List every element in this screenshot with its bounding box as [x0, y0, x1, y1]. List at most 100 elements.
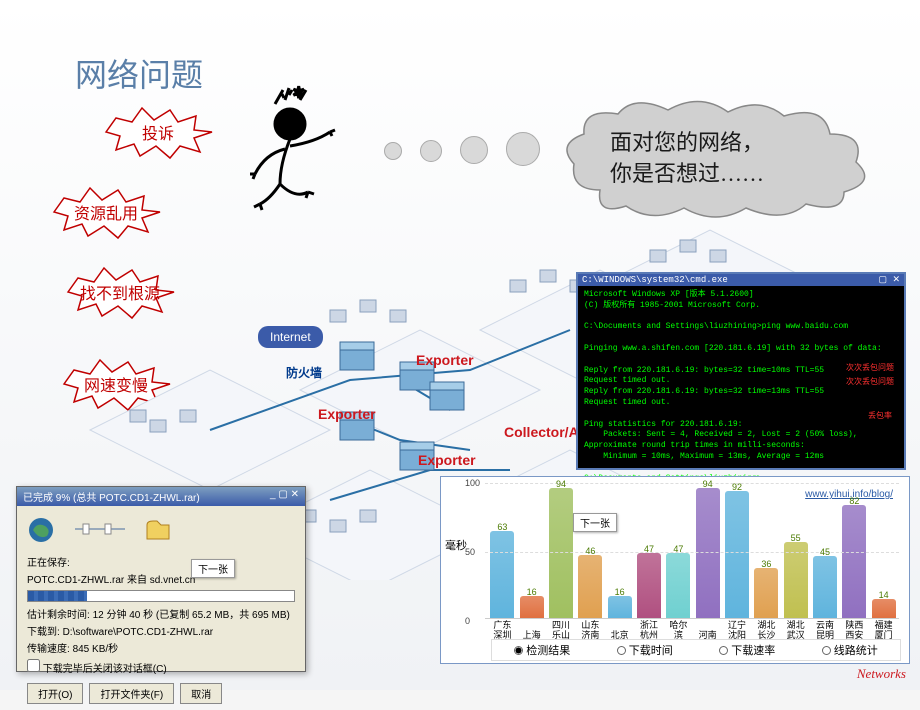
category-label: 山东济南: [576, 621, 604, 641]
burst-label: 投诉: [142, 120, 174, 144]
bar-value-label: 63: [497, 522, 507, 532]
window-controls[interactable]: ▢ ✕: [879, 275, 900, 285]
category-label: 上海: [518, 631, 546, 641]
thought-dot-icon: [460, 136, 488, 164]
category-label: 辽宁沈阳: [723, 621, 751, 641]
category-label: 北京: [606, 631, 634, 641]
download-titlebar[interactable]: 已完成 9% (总共 POTC.CD1-ZHWL.rar) _ ▢ ✕: [17, 487, 305, 506]
thought-dot-icon: [506, 132, 540, 166]
chart-bar: [549, 488, 573, 618]
cmd-title-text: C:\WINDOWS\system32\cmd.exe: [582, 275, 728, 285]
chart-bar: [578, 555, 602, 618]
radio-icon: [822, 646, 831, 655]
download-anim-icon: [27, 516, 295, 544]
chart-bar: [608, 596, 632, 618]
chart-bar: [666, 553, 690, 618]
category-label: 四川乐山: [547, 621, 575, 641]
exporter-label: Exporter: [416, 352, 474, 368]
exporter-label: Exporter: [318, 406, 376, 422]
bar-value-label: 82: [849, 496, 859, 506]
category-label: 哈尔滨: [664, 621, 692, 641]
checkbox-label: 下载完毕后关闭该对话框(C): [43, 664, 167, 675]
cloud-line2: 你是否想过……: [610, 159, 850, 190]
thought-dot-icon: [384, 142, 402, 160]
chart-radio[interactable]: 下载速率: [719, 642, 775, 658]
next-tag[interactable]: 下一张: [191, 559, 235, 578]
cmd-annotation: 次次丢包问题: [846, 376, 894, 387]
thought-dot-icon: [420, 140, 442, 162]
speed-label: 传输速度:: [27, 644, 70, 655]
firewall-label: 防火墙: [286, 364, 322, 381]
download-title-text: 已完成 9% (总共 POTC.CD1-ZHWL.rar): [23, 489, 200, 504]
cmd-window: C:\WINDOWS\system32\cmd.exe ▢ ✕ Microsof…: [576, 272, 906, 470]
chart-bar: [696, 488, 720, 618]
cloud-text: 面对您的网络， 你是否想过……: [610, 128, 850, 190]
radio-icon: [514, 646, 523, 655]
category-label: 广东深圳: [488, 621, 516, 641]
next-tag[interactable]: 下一张: [573, 513, 617, 532]
cmd-annotation: 丢包率: [868, 410, 892, 421]
radio-label: 线路统计: [834, 642, 878, 658]
chart-bar: [754, 568, 778, 618]
radio-label: 下载速率: [731, 642, 775, 658]
cancel-button[interactable]: 取消: [180, 683, 222, 704]
bar-value-label: 92: [732, 482, 742, 492]
bar-value-label: 94: [703, 479, 713, 489]
chart-bar: [813, 556, 837, 618]
category-label: 浙江杭州: [635, 621, 663, 641]
remain-label: 估计剩余时间:: [27, 610, 90, 621]
page-title: 网络问题: [75, 50, 203, 96]
remain-value: 12 分钟 40 秒 (已复制 65.2 MB，共 695 MB): [93, 610, 290, 621]
cmd-body: Microsoft Windows XP [版本 5.1.2600] (C) 版…: [578, 286, 904, 488]
bar-value-label: 94: [556, 479, 566, 489]
cmd-annotation: 次次丢包问题: [846, 362, 894, 373]
chart-bar: [784, 542, 808, 618]
chart-radio[interactable]: 下载时间: [617, 642, 673, 658]
cmd-titlebar[interactable]: C:\WINDOWS\system32\cmd.exe ▢ ✕: [578, 274, 904, 286]
ytick: 0: [465, 616, 470, 626]
bar-value-label: 16: [615, 587, 625, 597]
download-file: POTC.CD1-ZHWL.rar 来自 sd.vnet.cn: [27, 571, 295, 586]
ytick: 50: [465, 547, 475, 557]
chart-bar: [725, 491, 749, 618]
burst-complaint: 投诉: [98, 104, 218, 160]
close-after-checkbox[interactable]: [27, 659, 40, 672]
radio-icon: [617, 646, 626, 655]
internet-label: Internet: [258, 326, 323, 348]
window-controls[interactable]: _ ▢ ✕: [270, 489, 299, 504]
open-button[interactable]: 打开(O): [27, 683, 83, 704]
latency-chart: 毫秒 www.yihui.info/blog/ 下一张 检测结果下载时间下载速率…: [440, 476, 910, 664]
brand-text: Networks: [857, 666, 906, 682]
ytick: 100: [465, 478, 480, 488]
bar-value-label: 47: [644, 544, 654, 554]
category-label: 河南: [694, 631, 722, 641]
category-label: 湖北长沙: [752, 621, 780, 641]
bar-value-label: 36: [761, 559, 771, 569]
frazzled-person-icon: ✶: [230, 84, 370, 224]
bar-value-label: 45: [820, 547, 830, 557]
chart-ylabel: 毫秒: [445, 537, 467, 553]
chart-radio[interactable]: 检测结果: [514, 642, 570, 658]
chart-bar: [842, 505, 866, 618]
download-dialog: 已完成 9% (总共 POTC.CD1-ZHWL.rar) _ ▢ ✕ 正在保存…: [16, 486, 306, 672]
bar-value-label: 47: [673, 544, 683, 554]
chart-bar: [637, 553, 661, 618]
category-label: 福建厦门: [870, 621, 898, 641]
radio-icon: [719, 646, 728, 655]
cloud-line1: 面对您的网络，: [610, 128, 850, 159]
chart-radio[interactable]: 线路统计: [822, 642, 878, 658]
category-label: 陕西西安: [840, 621, 868, 641]
chart-plot-area: [485, 483, 899, 619]
svg-text:✶: ✶: [292, 85, 305, 102]
bar-value-label: 16: [527, 587, 537, 597]
radio-label: 检测结果: [526, 642, 570, 658]
bar-value-label: 46: [585, 546, 595, 556]
saving-label: 正在保存:: [27, 558, 70, 569]
dest-label: 下载到:: [27, 627, 60, 638]
progress-fill: [28, 591, 87, 601]
progress-bar: [27, 590, 295, 602]
speed-value: 845 KB/秒: [73, 644, 119, 655]
category-label: 云南昆明: [811, 621, 839, 641]
chart-bar: [520, 596, 544, 618]
open-folder-button[interactable]: 打开文件夹(F): [89, 683, 174, 704]
